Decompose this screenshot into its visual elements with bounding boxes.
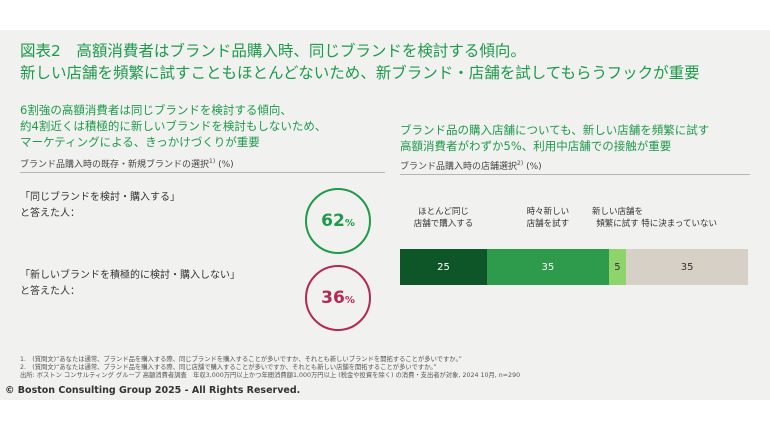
- bar-value-label: 35: [541, 261, 555, 273]
- segment-category-label: 新しい店舗を 頻繁に試す: [573, 206, 663, 230]
- left-lead-line: 6割強の高額消費者は同じブランドを検討する傾向、: [20, 103, 292, 117]
- right-subtitle-text: ブランド品購入時の店舗選択: [400, 162, 518, 172]
- left-lead: 6割強の高額消費者は同じブランドを検討する傾向、 約4割近くは積極的に新しいブラ…: [20, 102, 360, 150]
- right-lead: ブランド品の購入店舗についても、新しい店舗を頻繁に試す 高額消費者がわずか5%、…: [400, 122, 760, 154]
- footnote-2: 2. (質問文)“あなたは通常、ブランド品を購入する際、同じ店舗で購入することが…: [20, 364, 437, 371]
- right-lead-line: ブランド品の購入店舗についても、新しい店舗を頻繁に試す: [400, 123, 710, 137]
- segment-category-line: 頻繁に試す: [596, 219, 639, 229]
- right-subtitle: ブランド品購入時の店舗選択2) (%): [400, 158, 542, 173]
- stacked-bar: 25 35 5 35: [400, 249, 748, 285]
- question-1-line: 「同じブランドを検討・購入する」: [20, 192, 180, 203]
- source-note: 出所: ボストン コンサルティング グループ 高額消費者調査 年収3,000万円…: [20, 372, 521, 379]
- question-2-line: 「新しいブランドを積極的に検討・購入しない」: [20, 270, 240, 281]
- bar-value-label: 35: [680, 261, 694, 273]
- slide: 図表2 高額消費者はブランド品購入時、同じブランドを検討する傾向。 新しい店舗を…: [0, 30, 770, 400]
- question-2-label: 「新しいブランドを積極的に検討・購入しない」 と答えた人：: [20, 268, 240, 300]
- left-subtitle-text: ブランド品購入時の既存・新規ブランドの選択: [20, 160, 210, 170]
- right-subtitle-note: 2): [517, 160, 524, 167]
- right-divider: [400, 174, 750, 175]
- segment-category-label: 時々新しい店舗を試す: [503, 206, 593, 230]
- segment-category-line: 特に決まっていない: [641, 219, 717, 229]
- bar-value-label: 5: [614, 261, 621, 273]
- right-lead-line: 高額消費者がわずか5%、利用中店舗での接触が重要: [400, 139, 672, 153]
- value-2-unit: %: [344, 295, 355, 306]
- bar-value-label: 25: [437, 261, 450, 273]
- left-lead-line: マーケティングによる、きっかけづくりが重要: [20, 135, 260, 149]
- segment-category-line: 店舗で購入する: [413, 219, 474, 229]
- segment-category-line: ほとんど同じ: [418, 207, 469, 217]
- segment-category-line: 新しい店舗を: [591, 207, 643, 217]
- value-circle-2: 36%: [305, 265, 371, 331]
- segment-category-line: 時々新しい: [526, 207, 570, 217]
- copyright: © Boston Consulting Group 2025 - All Rig…: [5, 385, 301, 396]
- left-divider: [20, 172, 385, 173]
- question-1-label: 「同じブランドを検討・購入する」 と答えた人：: [20, 190, 180, 222]
- value-1-unit: %: [344, 218, 355, 229]
- bar-segment: 25: [400, 249, 487, 285]
- slide-title: 図表2 高額消費者はブランド品購入時、同じブランドを検討する傾向。 新しい店舗を…: [20, 40, 760, 84]
- bar-segment: 35: [626, 249, 748, 285]
- left-subtitle: ブランド品購入時の既存・新規ブランドの選択1) (%): [20, 156, 234, 171]
- segment-category-label: ほとんど同じ 店舗で購入する: [399, 206, 489, 230]
- value-1: 62: [321, 211, 345, 231]
- bar-segment: 5: [608, 249, 627, 285]
- segment-category-label: 特に決まっていない: [634, 218, 724, 230]
- segment-category-line: 店舗を試す: [526, 219, 570, 229]
- title-line-1: 図表2 高額消費者はブランド品購入時、同じブランドを検討する傾向。: [20, 42, 526, 60]
- left-subtitle-unit: (%): [218, 160, 234, 170]
- footnote-1: 1. (質問文)“あなたは通常、ブランド品を購入する際、同じブランドを購入するこ…: [20, 356, 462, 363]
- left-subtitle-note: 1): [209, 158, 216, 165]
- left-lead-line: 約4割近くは積極的に新しいブランドを検討もしないため、: [20, 119, 327, 133]
- value-circle-1: 62%: [305, 188, 371, 254]
- question-2-line: と答えた人：: [20, 286, 80, 297]
- value-2: 36: [321, 288, 345, 308]
- bar-segment: 35: [487, 249, 609, 285]
- question-1-line: と答えた人：: [20, 208, 80, 219]
- title-line-2: 新しい店舗を頻繁に試すこともほとんどないため、新ブランド・店舗を試してもらうフッ…: [20, 64, 700, 82]
- right-subtitle-unit: (%): [526, 162, 542, 172]
